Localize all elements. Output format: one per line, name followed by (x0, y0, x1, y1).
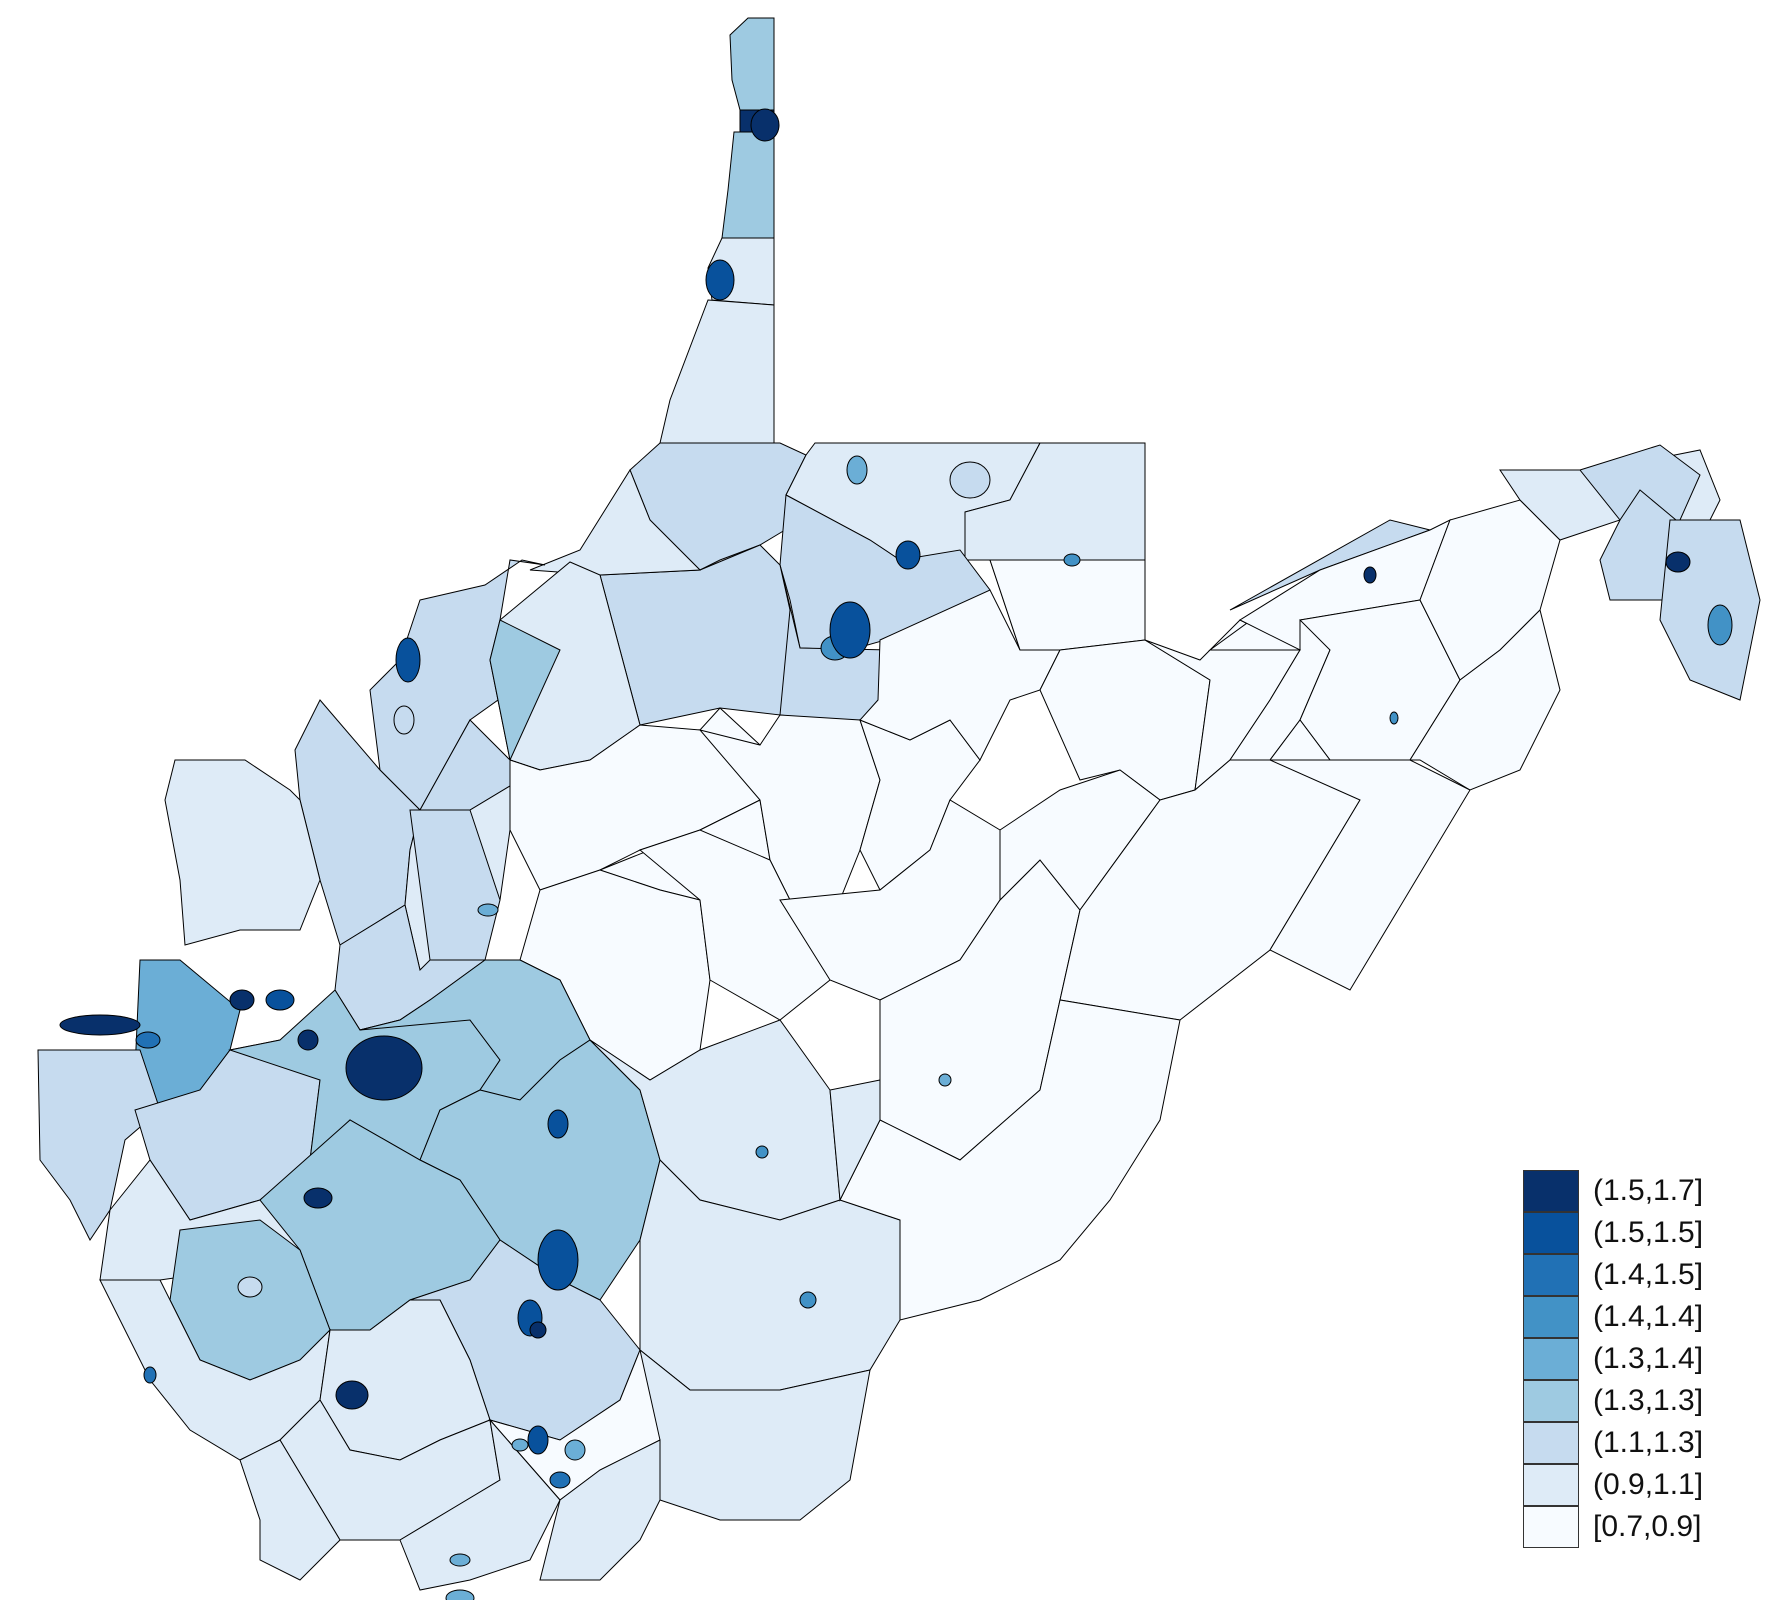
county-regions (37, 17, 1761, 1591)
legend-item: (0.9,1.1] (1523, 1463, 1704, 1506)
legend-label: (1.5,1.7] (1593, 1174, 1704, 1207)
place-region (529, 1321, 547, 1339)
place-region (1063, 553, 1081, 567)
place-region (549, 1471, 571, 1489)
county-region (164, 759, 321, 946)
county-region (839, 999, 1181, 1321)
place-region (335, 1380, 369, 1410)
legend-swatch (1523, 1211, 1579, 1254)
place-region (345, 1035, 423, 1101)
place-region (537, 1229, 579, 1291)
place-region (1363, 566, 1377, 584)
place-region (1389, 711, 1399, 725)
place-region (297, 1029, 319, 1051)
legend-label: (1.3,1.3] (1593, 1384, 1704, 1417)
place-region (303, 1187, 333, 1209)
legend-swatch (1523, 1463, 1579, 1506)
place-region (229, 989, 255, 1011)
county-region (859, 589, 1061, 761)
place-regions (59, 108, 1733, 1600)
legend-item: (1.3,1.4] (1523, 1337, 1704, 1380)
legend: (1.5,1.7] (1.5,1.5] (1.4,1.5] (1.4,1.4] (1.3… (1523, 1169, 1704, 1548)
place-region (755, 1145, 769, 1159)
place-region (846, 455, 868, 485)
county-region (1269, 759, 1471, 991)
place-region (477, 903, 499, 917)
legend-label: (1.4,1.5] (1593, 1258, 1704, 1291)
place-region (393, 705, 415, 735)
county-region (529, 468, 702, 576)
county-region (1409, 609, 1561, 791)
legend-item: [0.7,0.9] (1523, 1505, 1703, 1548)
county-region (721, 131, 775, 239)
county-region (539, 1439, 661, 1581)
place-region (547, 1109, 569, 1139)
legend-swatch (1523, 1421, 1579, 1464)
place-region (445, 1589, 475, 1600)
county-region (729, 17, 775, 111)
legend-label: (1.3,1.4] (1593, 1342, 1704, 1375)
place-region (265, 989, 295, 1011)
place-region (895, 540, 921, 570)
place-region (938, 1073, 952, 1087)
place-region (59, 1014, 141, 1036)
legend-swatch (1523, 1253, 1579, 1296)
legend-label: [0.7,0.9] (1593, 1510, 1702, 1543)
place-region (143, 1366, 157, 1384)
place-region (237, 1276, 263, 1298)
place-region (799, 1291, 817, 1309)
place-region (750, 108, 780, 142)
legend-swatch (1523, 1379, 1579, 1422)
legend-label: (1.1,1.3] (1593, 1426, 1704, 1459)
legend-label: (1.5,1.5] (1593, 1216, 1704, 1249)
legend-item: (1.4,1.5] (1523, 1253, 1704, 1296)
place-region (511, 1438, 529, 1452)
county-region (639, 1159, 901, 1391)
legend-swatch (1523, 1337, 1579, 1380)
legend-swatch (1523, 1169, 1579, 1212)
legend-label: (0.9,1.1] (1593, 1468, 1704, 1501)
legend-swatch (1523, 1505, 1579, 1548)
legend-item: (1.4,1.4] (1523, 1295, 1704, 1338)
county-region (659, 299, 775, 444)
legend-swatch (1523, 1295, 1579, 1338)
place-region (395, 637, 421, 683)
place-region (449, 1553, 471, 1567)
county-region (409, 809, 501, 961)
legend-item: (1.3,1.3] (1523, 1379, 1704, 1422)
place-region (1707, 604, 1733, 646)
legend-item: (1.5,1.7] (1523, 1169, 1704, 1212)
county-region (239, 1439, 341, 1581)
place-region (705, 259, 735, 301)
county-region (1659, 519, 1761, 701)
county-region (829, 1079, 881, 1202)
legend-item: (1.1,1.3] (1523, 1421, 1704, 1464)
place-region (949, 461, 991, 499)
legend-item: (1.5,1.5] (1523, 1211, 1704, 1254)
county-region (1579, 444, 1701, 521)
place-region (564, 1439, 586, 1461)
legend-label: (1.4,1.4] (1593, 1300, 1704, 1333)
place-region (135, 1031, 161, 1049)
place-region (527, 1425, 549, 1455)
place-region (829, 601, 871, 659)
place-region (1665, 551, 1691, 573)
